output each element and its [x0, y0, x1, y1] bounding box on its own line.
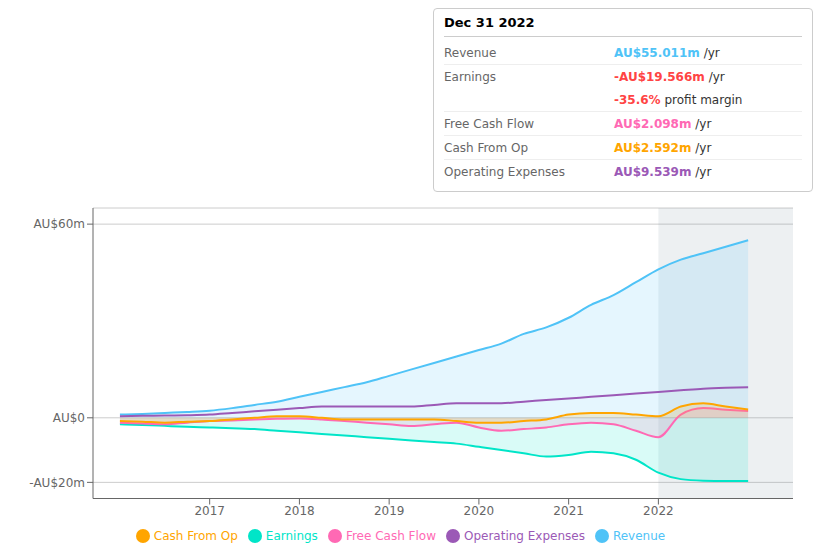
svg-text:AU$0: AU$0 — [53, 411, 85, 425]
svg-text:2020: 2020 — [464, 504, 495, 518]
html-text:-AU$19.566m /yr: -AU$19.566m /yr — [614, 69, 725, 84]
html-text:Cash From Op: Cash From Op — [444, 140, 528, 155]
html-text:AU$55.011m /yr: AU$55.011m /yr — [614, 45, 720, 60]
html-text:Earnings: Earnings — [265, 528, 318, 543]
svg-text:2017: 2017 — [194, 504, 225, 518]
svg-text:2021: 2021 — [553, 504, 584, 518]
svg-text:AU$60m: AU$60m — [33, 217, 85, 231]
svg-text:2022: 2022 — [643, 504, 674, 518]
html-text:Free Cash Flow: Free Cash Flow — [345, 528, 436, 543]
html-text:-35.6% profit margin: -35.6% profit margin — [614, 92, 743, 107]
html-text:Operating Expenses: Operating Expenses — [464, 528, 585, 543]
html-text:Earnings: Earnings — [444, 69, 497, 84]
html-text:Free Cash Flow: Free Cash Flow — [444, 116, 535, 131]
html-text:Dec 31 2022: Dec 31 2022 — [444, 15, 535, 30]
html-text:AU$2.592m /yr: AU$2.592m /yr — [614, 140, 712, 155]
html-text:Revenue: Revenue — [612, 528, 666, 543]
html-text:Cash From Op: Cash From Op — [153, 528, 238, 543]
html-text:AU$2.098m /yr: AU$2.098m /yr — [614, 116, 712, 131]
svg-text:-AU$20m: -AU$20m — [29, 476, 85, 490]
html-text:Revenue: Revenue — [444, 45, 497, 60]
html-text:AU$9.539m /yr: AU$9.539m /yr — [614, 164, 712, 179]
html-text:Operating Expenses: Operating Expenses — [444, 164, 565, 179]
svg-text:2018: 2018 — [284, 504, 315, 518]
svg-text:2019: 2019 — [374, 504, 405, 518]
